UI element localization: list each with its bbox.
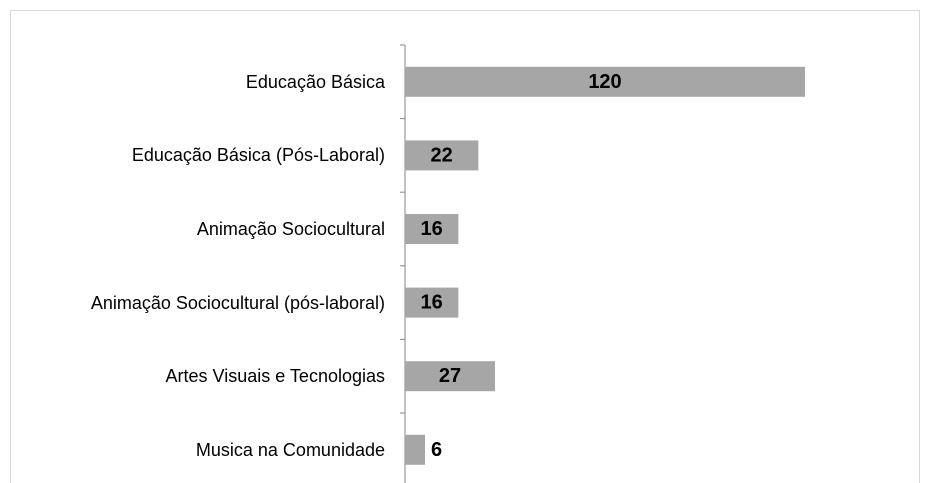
data-label: 120: [588, 71, 621, 93]
data-label: 27: [439, 365, 461, 387]
bar: [405, 287, 459, 318]
bar: [405, 214, 459, 244]
category-label: Animação Sociocultural: [196, 219, 385, 239]
data-label: 6: [431, 439, 442, 461]
chart-frame: [10, 10, 920, 483]
data-label: 22: [431, 144, 453, 166]
category-label: Educação Básica: [245, 71, 385, 92]
bar: [405, 434, 425, 465]
category-label: Educação Básica (Pós-Laboral): [131, 145, 385, 166]
bar: [405, 361, 495, 392]
data-label: 16: [421, 292, 443, 314]
bar: [405, 140, 479, 171]
category-label: Animação Sociocultural (pós-laboral): [90, 292, 385, 313]
bar: [405, 66, 805, 97]
data-label: 16: [421, 218, 443, 240]
category-label: Artes Visuais e Tecnologias: [165, 366, 385, 387]
category-label: Musica na Comunidade: [195, 439, 385, 460]
